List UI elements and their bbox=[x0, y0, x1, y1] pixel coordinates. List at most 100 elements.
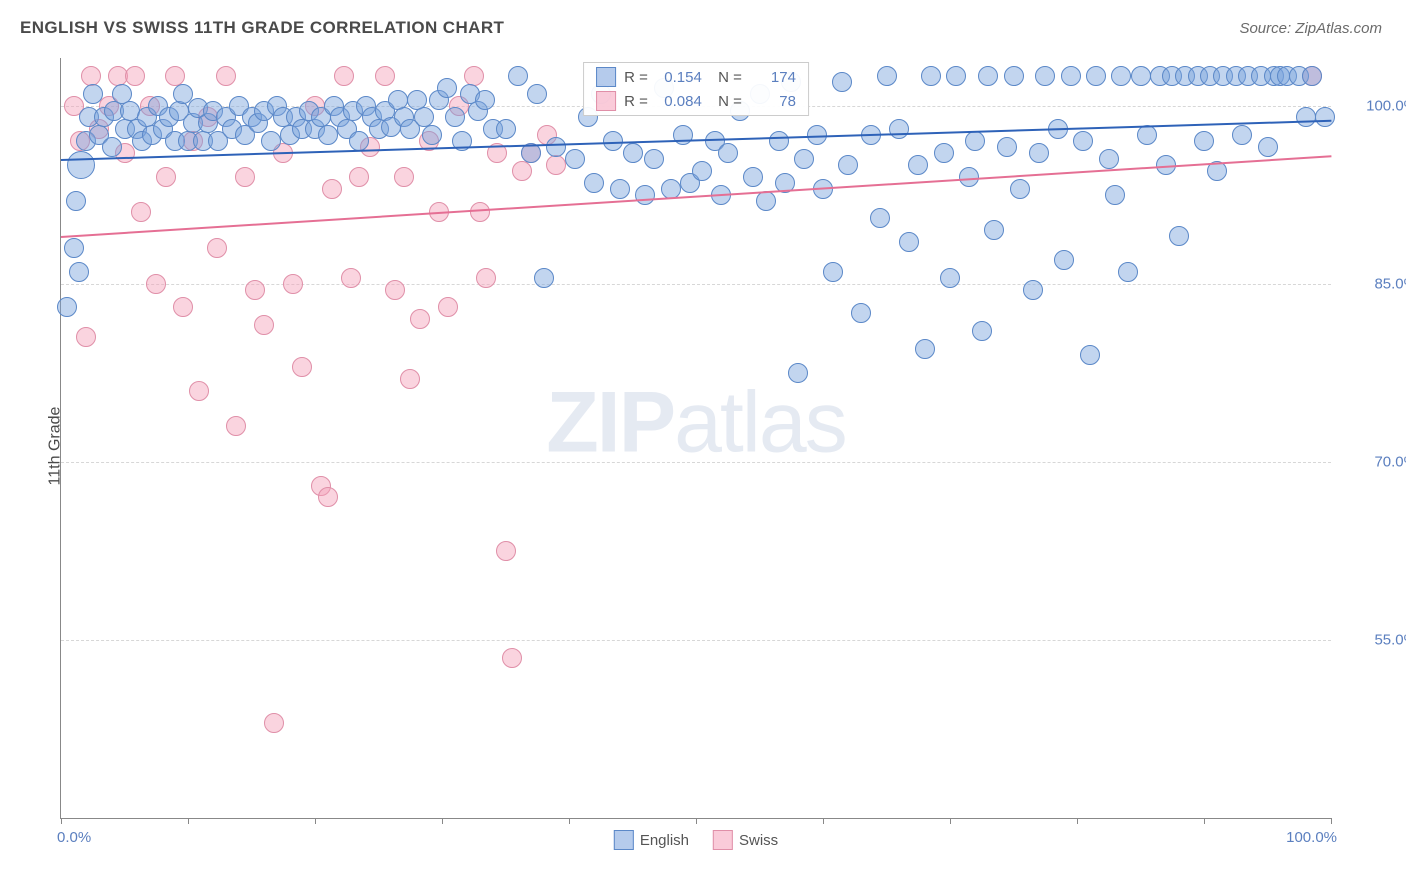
y-tick-label: 55.0% bbox=[1337, 631, 1406, 648]
data-point bbox=[1099, 149, 1119, 169]
data-point bbox=[83, 84, 103, 104]
watermark: ZIPatlas bbox=[546, 373, 845, 472]
data-point bbox=[870, 208, 890, 228]
data-point bbox=[349, 131, 369, 151]
legend-row-english: R = 0.154 N = 174 bbox=[584, 65, 808, 89]
data-point bbox=[445, 107, 465, 127]
data-point bbox=[584, 173, 604, 193]
swiss-n-value: 78 bbox=[750, 93, 796, 110]
y-tick-label: 70.0% bbox=[1337, 453, 1406, 470]
legend-correlation: R = 0.154 N = 174 R = 0.084 N = 78 bbox=[583, 62, 809, 116]
data-point bbox=[341, 268, 361, 288]
data-point bbox=[1035, 66, 1055, 86]
data-point bbox=[334, 66, 354, 86]
data-point bbox=[946, 66, 966, 86]
data-point bbox=[226, 416, 246, 436]
x-tick bbox=[569, 818, 570, 824]
data-point bbox=[67, 151, 95, 179]
data-point bbox=[1105, 185, 1125, 205]
data-point bbox=[1054, 250, 1074, 270]
data-point bbox=[546, 137, 566, 157]
data-point bbox=[1080, 345, 1100, 365]
x-tick bbox=[1331, 818, 1332, 824]
data-point bbox=[661, 179, 681, 199]
data-point bbox=[565, 149, 585, 169]
data-point bbox=[64, 238, 84, 258]
data-point bbox=[131, 202, 151, 222]
data-point bbox=[838, 155, 858, 175]
data-point bbox=[1232, 125, 1252, 145]
x-tick bbox=[823, 818, 824, 824]
data-point bbox=[899, 232, 919, 252]
data-point bbox=[978, 66, 998, 86]
swiss-swatch-icon bbox=[596, 91, 616, 111]
data-point bbox=[322, 179, 342, 199]
watermark-bold: ZIP bbox=[546, 374, 674, 470]
r-label: R = bbox=[624, 93, 648, 110]
r-label: R = bbox=[624, 69, 648, 86]
data-point bbox=[146, 274, 166, 294]
data-point bbox=[1061, 66, 1081, 86]
data-point bbox=[1302, 66, 1322, 86]
data-point bbox=[216, 66, 236, 86]
data-point bbox=[972, 321, 992, 341]
english-n-value: 174 bbox=[750, 69, 796, 86]
n-label: N = bbox=[710, 69, 742, 86]
data-point bbox=[644, 149, 664, 169]
watermark-light: atlas bbox=[674, 374, 846, 470]
swiss-r-value: 0.084 bbox=[656, 93, 702, 110]
source-label: Source: ZipAtlas.com bbox=[1239, 20, 1382, 37]
data-point bbox=[475, 90, 495, 110]
data-point bbox=[908, 155, 928, 175]
data-point bbox=[1169, 226, 1189, 246]
x-tick bbox=[1204, 818, 1205, 824]
plot-area: ZIPatlas R = 0.154 N = 174 R = 0.084 N =… bbox=[60, 58, 1331, 819]
data-point bbox=[832, 72, 852, 92]
data-point bbox=[476, 268, 496, 288]
data-point bbox=[502, 648, 522, 668]
data-point bbox=[1004, 66, 1024, 86]
data-point bbox=[66, 191, 86, 211]
data-point bbox=[318, 125, 338, 145]
data-point bbox=[235, 167, 255, 187]
x-tick bbox=[442, 818, 443, 824]
data-point bbox=[623, 143, 643, 163]
data-point bbox=[69, 262, 89, 282]
legend-row-swiss: R = 0.084 N = 78 bbox=[584, 89, 808, 113]
x-tick bbox=[1077, 818, 1078, 824]
x-tick bbox=[696, 818, 697, 824]
data-point bbox=[437, 78, 457, 98]
x-tick bbox=[315, 818, 316, 824]
data-point bbox=[921, 66, 941, 86]
data-point bbox=[254, 315, 274, 335]
data-point bbox=[1258, 137, 1278, 157]
data-point bbox=[673, 125, 693, 145]
data-point bbox=[718, 143, 738, 163]
data-point bbox=[422, 125, 442, 145]
data-point bbox=[1073, 131, 1093, 151]
english-r-value: 0.154 bbox=[656, 69, 702, 86]
data-point bbox=[959, 167, 979, 187]
data-point bbox=[1010, 179, 1030, 199]
data-point bbox=[534, 268, 554, 288]
data-point bbox=[546, 155, 566, 175]
data-point bbox=[1029, 143, 1049, 163]
x-tick bbox=[188, 818, 189, 824]
chart-title: ENGLISH VS SWISS 11TH GRADE CORRELATION … bbox=[20, 18, 504, 38]
english-label: English bbox=[640, 832, 689, 849]
data-point bbox=[57, 297, 77, 317]
x-tick-label-100: 100.0% bbox=[1286, 829, 1337, 846]
data-point bbox=[207, 238, 227, 258]
data-point bbox=[508, 66, 528, 86]
data-point bbox=[394, 167, 414, 187]
data-point bbox=[635, 185, 655, 205]
data-point bbox=[400, 369, 420, 389]
legend-series: English Swiss bbox=[614, 830, 778, 850]
data-point bbox=[76, 327, 96, 347]
data-point bbox=[512, 161, 532, 181]
data-point bbox=[1296, 107, 1316, 127]
data-point bbox=[410, 309, 430, 329]
data-point bbox=[743, 167, 763, 187]
english-swatch-icon bbox=[614, 830, 634, 850]
data-point bbox=[1086, 66, 1106, 86]
